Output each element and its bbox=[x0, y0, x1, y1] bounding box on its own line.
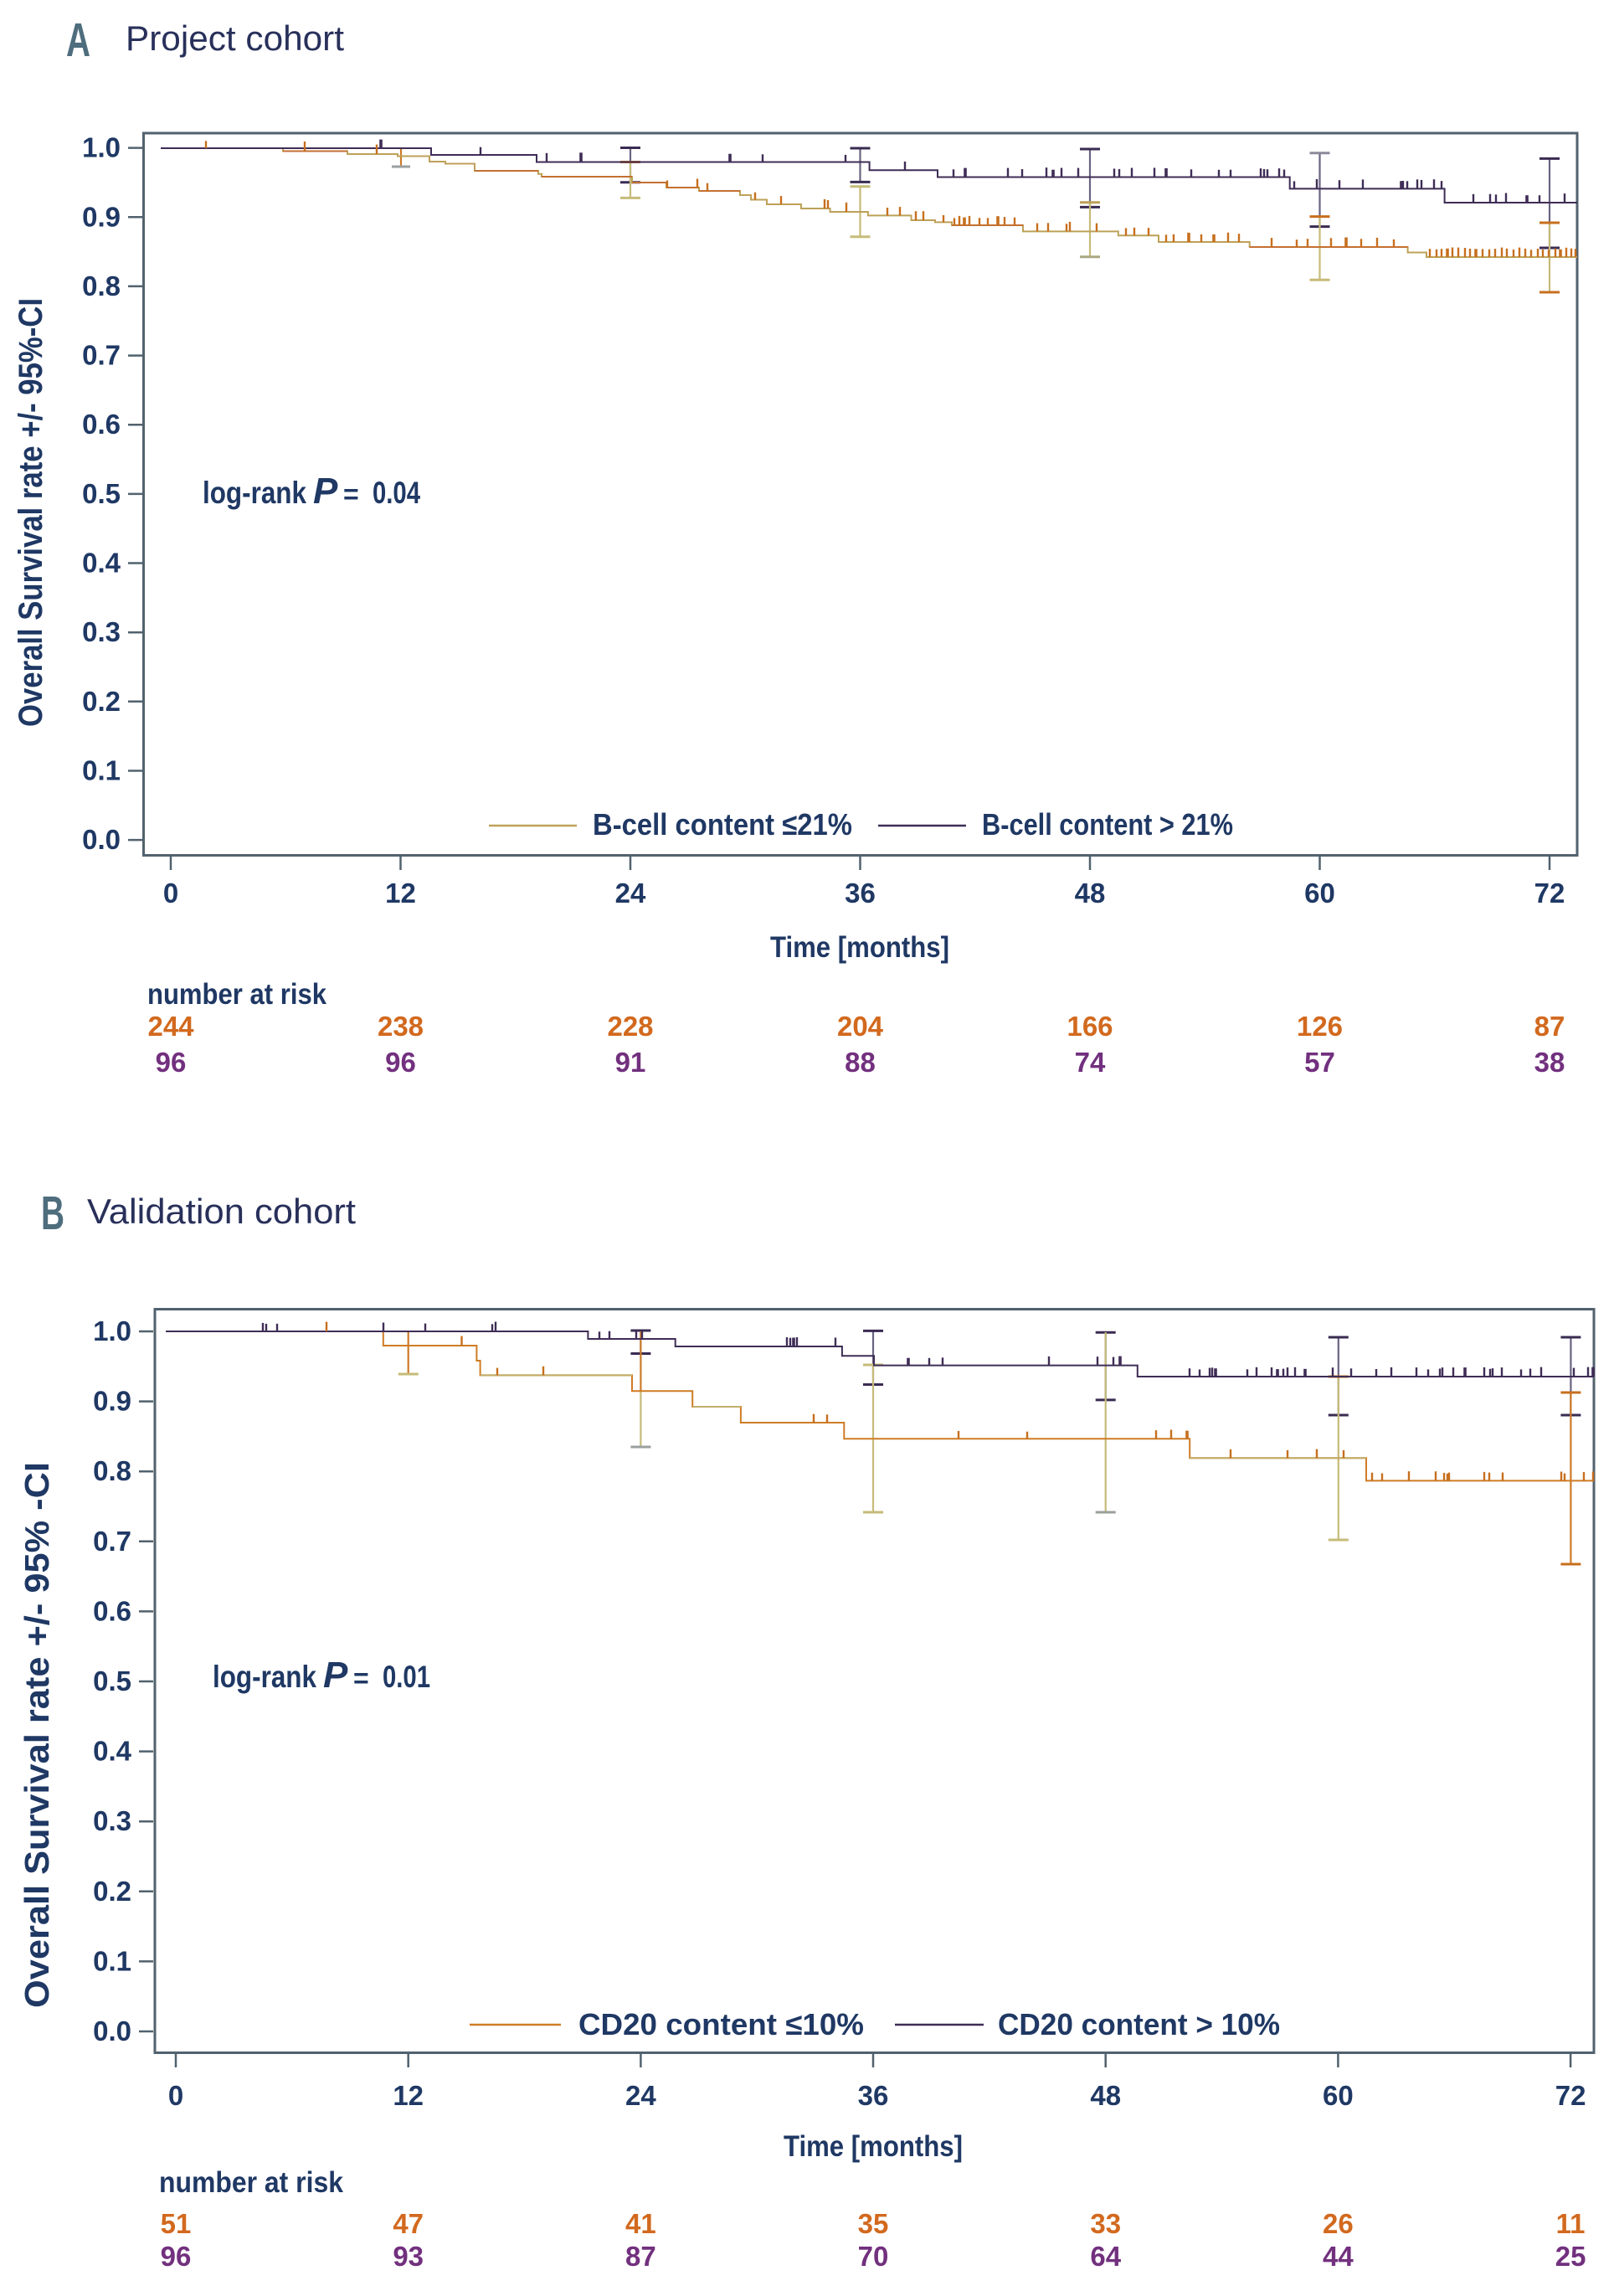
svg-text:1.0: 1.0 bbox=[93, 1315, 131, 1346]
svg-text:0.8: 0.8 bbox=[82, 270, 121, 301]
svg-text:0.7: 0.7 bbox=[82, 340, 121, 371]
svg-text:64: 64 bbox=[1090, 2241, 1121, 2272]
svg-text:228: 228 bbox=[607, 1011, 653, 1042]
svg-text:0.5: 0.5 bbox=[93, 1665, 131, 1696]
svg-text:log-rank: log-rank bbox=[213, 1660, 316, 1694]
svg-text:88: 88 bbox=[845, 1047, 876, 1078]
svg-text:0.4: 0.4 bbox=[93, 1736, 132, 1767]
svg-text:CD20 content ≤10%: CD20 content ≤10% bbox=[578, 2007, 864, 2041]
svg-text:38: 38 bbox=[1534, 1047, 1565, 1078]
svg-text:238: 238 bbox=[378, 1011, 424, 1042]
svg-text:166: 166 bbox=[1067, 1011, 1113, 1042]
svg-text:70: 70 bbox=[858, 2241, 889, 2272]
svg-text:0.4: 0.4 bbox=[82, 548, 121, 579]
svg-text:Project cohort: Project cohort bbox=[126, 18, 344, 58]
svg-text:11: 11 bbox=[1556, 2208, 1586, 2239]
svg-text:P: P bbox=[313, 471, 338, 512]
svg-text:96: 96 bbox=[385, 1047, 416, 1078]
svg-text:0.0: 0.0 bbox=[93, 2015, 131, 2046]
svg-text:0.3: 0.3 bbox=[82, 616, 121, 647]
svg-text:0: 0 bbox=[168, 2080, 183, 2111]
svg-text:B-cell content ≤21%: B-cell content ≤21% bbox=[593, 807, 852, 842]
svg-text:Overall Survival rate +/- 95%-: Overall Survival rate +/- 95%-CI bbox=[13, 298, 49, 727]
svg-text:91: 91 bbox=[615, 1047, 646, 1078]
svg-text:44: 44 bbox=[1323, 2241, 1354, 2272]
svg-text:25: 25 bbox=[1555, 2241, 1586, 2272]
svg-text:0.01: 0.01 bbox=[383, 1660, 430, 1694]
svg-text:0: 0 bbox=[163, 878, 178, 909]
svg-text:126: 126 bbox=[1297, 1011, 1343, 1042]
svg-text:log-rank: log-rank bbox=[203, 476, 306, 510]
svg-text:72: 72 bbox=[1555, 2080, 1586, 2111]
svg-text:Time [months]: Time [months] bbox=[784, 2130, 963, 2163]
svg-text:0.7: 0.7 bbox=[93, 1526, 131, 1557]
svg-text:0.1: 0.1 bbox=[82, 754, 121, 785]
svg-text:36: 36 bbox=[845, 878, 876, 909]
svg-text:12: 12 bbox=[385, 878, 416, 909]
svg-text:0.6: 0.6 bbox=[82, 409, 121, 440]
svg-text:87: 87 bbox=[625, 2241, 656, 2272]
svg-text:51: 51 bbox=[161, 2208, 192, 2239]
svg-text:0.8: 0.8 bbox=[93, 1455, 131, 1486]
svg-text:B-cell content > 21%: B-cell content > 21% bbox=[982, 807, 1233, 842]
svg-text:Validation cohort: Validation cohort bbox=[87, 1192, 356, 1231]
svg-text:244: 244 bbox=[147, 1011, 194, 1042]
svg-text:47: 47 bbox=[393, 2208, 424, 2239]
svg-text:24: 24 bbox=[625, 2080, 656, 2111]
svg-text:0.6: 0.6 bbox=[93, 1595, 131, 1626]
svg-text:0.3: 0.3 bbox=[93, 1805, 131, 1836]
svg-text:P: P bbox=[323, 1655, 348, 1696]
svg-text:Time [months]: Time [months] bbox=[770, 931, 949, 964]
svg-text:0.0: 0.0 bbox=[82, 824, 121, 855]
svg-text:48: 48 bbox=[1075, 878, 1106, 909]
svg-text:36: 36 bbox=[858, 2080, 889, 2111]
svg-text:72: 72 bbox=[1534, 878, 1565, 909]
svg-text:24: 24 bbox=[615, 878, 646, 909]
svg-text:number at risk: number at risk bbox=[159, 2166, 343, 2199]
svg-text:26: 26 bbox=[1323, 2208, 1354, 2239]
svg-text:35: 35 bbox=[858, 2208, 889, 2239]
svg-text:A: A bbox=[66, 13, 90, 67]
svg-text:=: = bbox=[353, 1663, 369, 1693]
svg-text:0.2: 0.2 bbox=[93, 1876, 131, 1907]
svg-text:41: 41 bbox=[625, 2208, 656, 2239]
svg-text:0.9: 0.9 bbox=[82, 201, 121, 232]
svg-text:CD20 content > 10%: CD20 content > 10% bbox=[998, 2007, 1280, 2041]
svg-text:1.0: 1.0 bbox=[82, 132, 121, 163]
svg-text:60: 60 bbox=[1304, 878, 1335, 909]
svg-text:=: = bbox=[343, 479, 359, 509]
svg-text:96: 96 bbox=[156, 1047, 187, 1078]
svg-text:87: 87 bbox=[1534, 1011, 1565, 1042]
svg-text:0.1: 0.1 bbox=[93, 1945, 131, 1976]
svg-text:B: B bbox=[41, 1187, 64, 1240]
svg-text:204: 204 bbox=[837, 1011, 884, 1042]
svg-text:number at risk: number at risk bbox=[147, 978, 326, 1011]
svg-text:0.9: 0.9 bbox=[93, 1386, 131, 1417]
svg-text:0.5: 0.5 bbox=[82, 478, 121, 509]
svg-text:33: 33 bbox=[1090, 2208, 1121, 2239]
svg-text:48: 48 bbox=[1090, 2080, 1121, 2111]
svg-text:57: 57 bbox=[1304, 1047, 1335, 1078]
svg-text:0.2: 0.2 bbox=[82, 686, 121, 717]
svg-text:Overall Survival rate +/- 95%: Overall Survival rate +/- 95% -CI bbox=[18, 1462, 56, 2008]
svg-text:96: 96 bbox=[161, 2241, 192, 2272]
svg-text:74: 74 bbox=[1075, 1047, 1106, 1078]
svg-text:93: 93 bbox=[393, 2241, 424, 2272]
svg-text:0.04: 0.04 bbox=[373, 476, 420, 510]
svg-text:12: 12 bbox=[393, 2080, 424, 2111]
svg-text:60: 60 bbox=[1323, 2080, 1354, 2111]
